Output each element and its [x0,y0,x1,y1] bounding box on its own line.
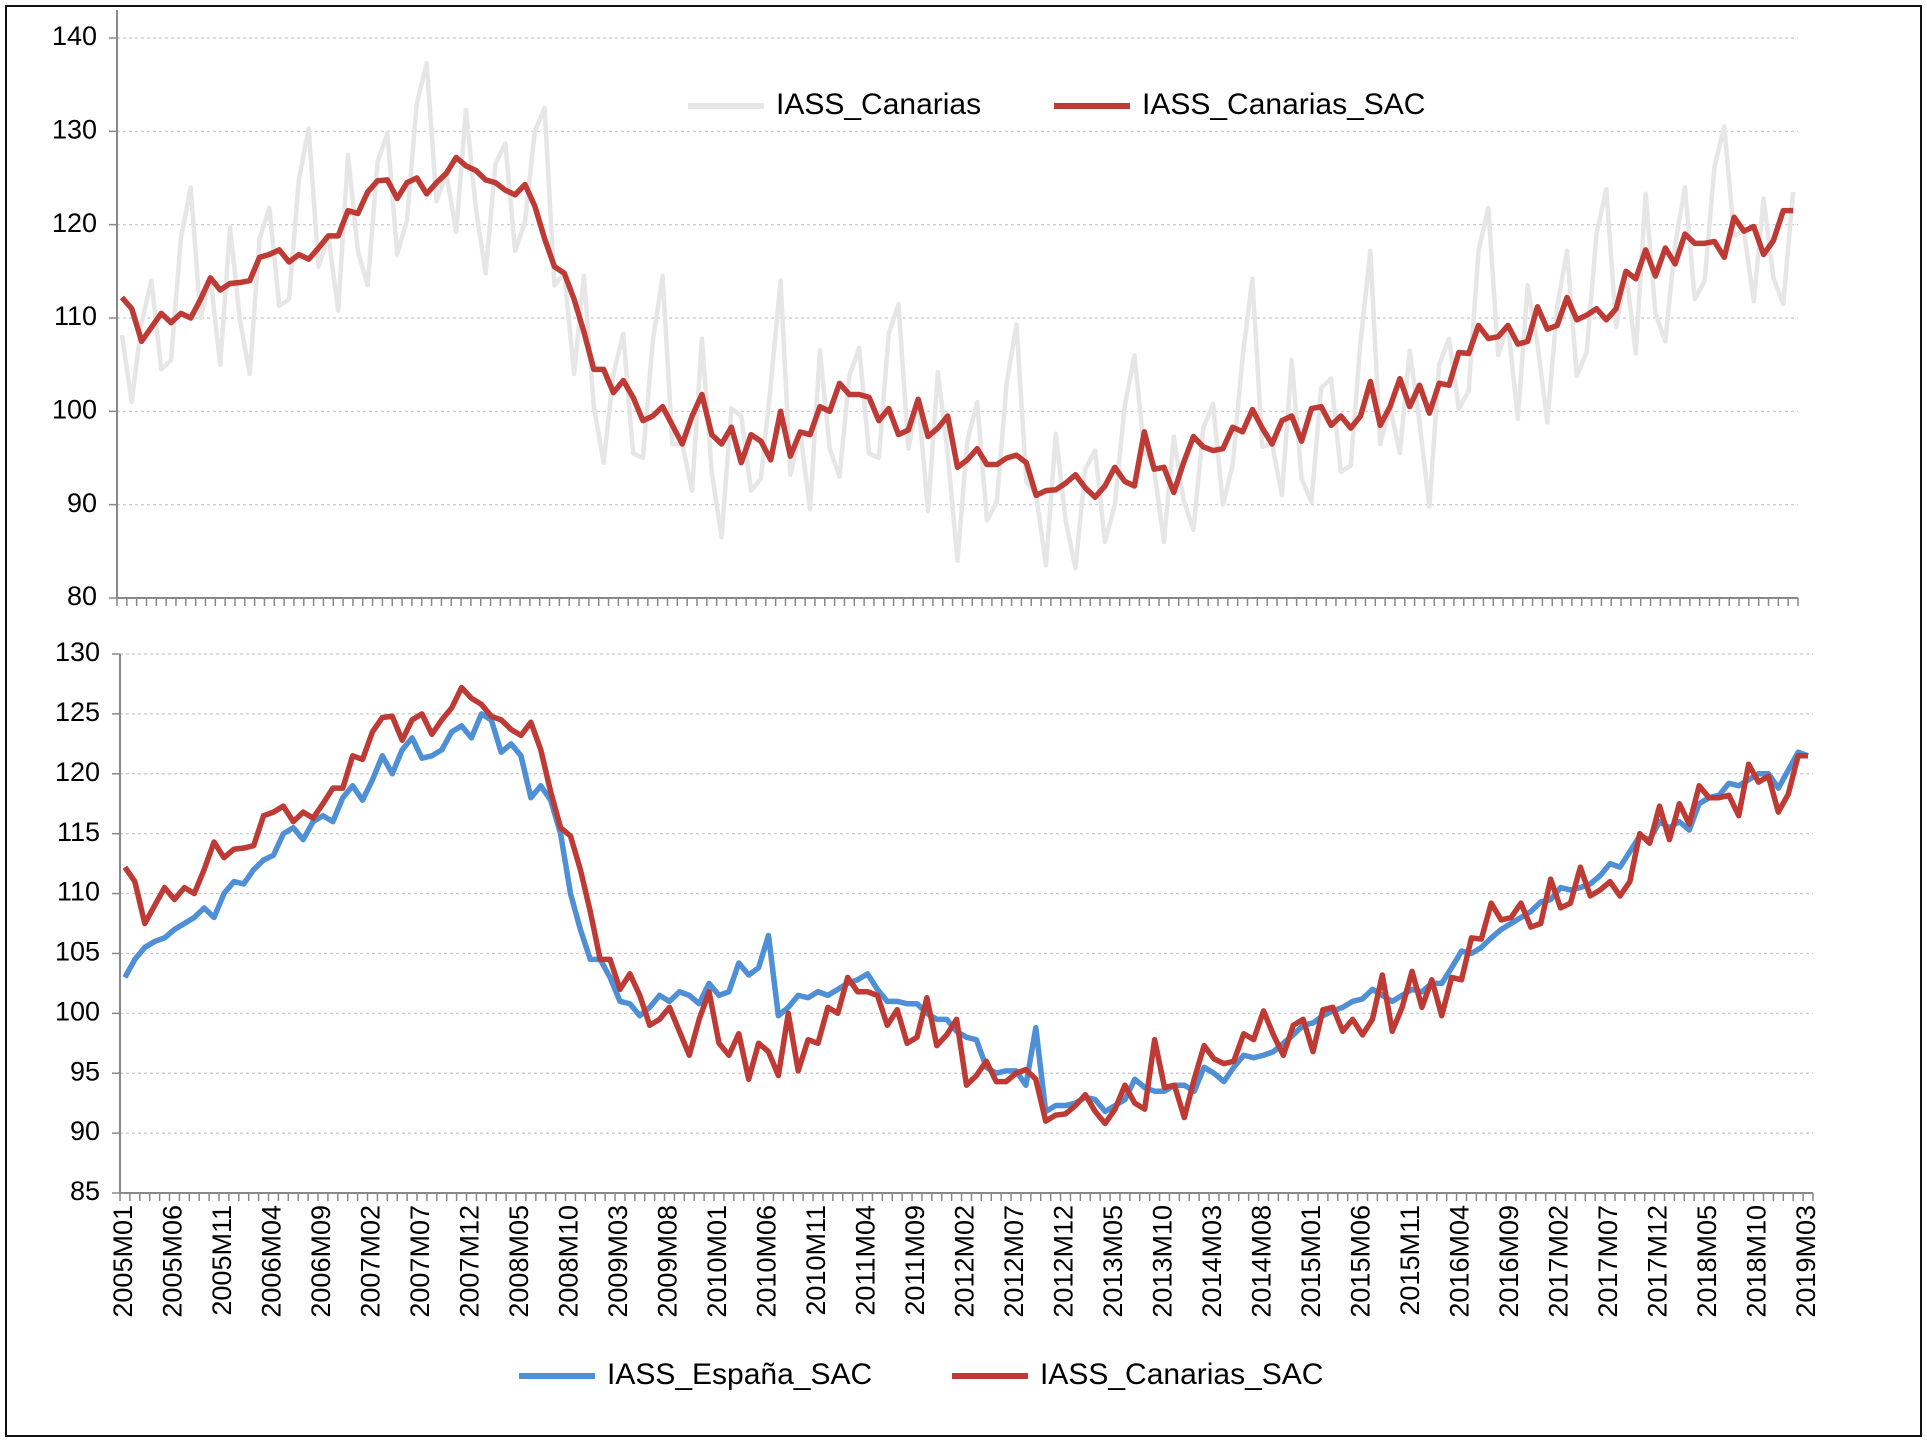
x-tick-label: 2015M01 [1296,1205,1326,1318]
x-tick-label: 2011M09 [900,1205,930,1316]
x-tick-label: 2008M05 [504,1205,534,1318]
x-tick-label: 2005M01 [108,1205,138,1318]
x-tick-label: 2017M07 [1593,1205,1623,1318]
y-tick-label: 120 [52,208,97,238]
x-tick-label: 2017M12 [1643,1205,1673,1318]
legend-label: IASS_España_SAC [607,1358,872,1391]
x-tick-label: 2010M01 [702,1205,732,1318]
x-tick-label: 2012M07 [999,1205,1029,1318]
series-line [119,60,1796,571]
x-tick-label: 2010M06 [752,1205,782,1318]
x-tick-label: 2006M04 [257,1205,287,1318]
y-tick-label: 85 [70,1176,100,1206]
series-line [122,684,1809,1127]
x-tick-label: 2016M04 [1445,1205,1475,1318]
x-tick-label: 2013M10 [1148,1205,1178,1318]
x-tick-label: 2013M05 [1098,1205,1128,1318]
x-tick-label: 2018M10 [1742,1205,1772,1318]
y-tick-label: 100 [55,996,100,1026]
x-tick-label: 2014M08 [1247,1205,1277,1318]
y-tick-label: 130 [52,114,97,144]
x-tick-label: 2011M04 [851,1205,881,1316]
y-tick-label: 115 [57,817,100,847]
x-tick-label: 2015M06 [1346,1205,1376,1318]
x-tick-label: 2007M02 [356,1205,386,1318]
y-tick-label: 80 [67,581,97,611]
x-tick-label: 2010M11 [801,1205,831,1316]
series-line [119,154,1794,500]
x-tick-label: 2012M12 [1049,1205,1079,1318]
y-tick-label: 105 [55,937,100,967]
y-tick-label: 110 [54,301,97,331]
y-tick-label: 120 [55,757,100,787]
y-tick-label: 140 [52,21,97,51]
x-tick-label: 2017M02 [1544,1205,1574,1318]
x-tick-label: 2008M10 [554,1205,584,1318]
y-tick-label: 90 [70,1116,100,1146]
legend-label: IASS_Canarias [776,88,981,121]
x-tick-label: 2009M03 [603,1205,633,1318]
x-tick-label: 2005M06 [158,1205,188,1318]
x-tick-label: 2007M07 [405,1205,435,1318]
x-tick-label: 2019M03 [1791,1205,1821,1318]
y-tick-label: 100 [52,394,97,424]
x-tick-label: 2007M12 [455,1205,485,1318]
legend-label: IASS_Canarias_SAC [1142,88,1425,121]
x-tick-label: 2018M05 [1692,1205,1722,1318]
x-tick-label: 2016M09 [1494,1205,1524,1318]
x-tick-label: 2005M11 [207,1205,237,1316]
x-tick-label: 2014M03 [1197,1205,1227,1318]
x-tick-label: 2012M02 [950,1205,980,1318]
legend-label: IASS_Canarias_SAC [1040,1358,1323,1391]
y-tick-label: 110 [57,877,100,907]
y-tick-label: 95 [70,1056,100,1086]
x-tick-label: 2006M09 [306,1205,336,1318]
x-tick-label: 2015M11 [1395,1205,1425,1316]
y-tick-label: 130 [55,637,100,667]
x-tick-label: 2009M08 [653,1205,683,1318]
y-tick-label: 125 [55,697,100,727]
y-tick-label: 90 [67,488,97,518]
